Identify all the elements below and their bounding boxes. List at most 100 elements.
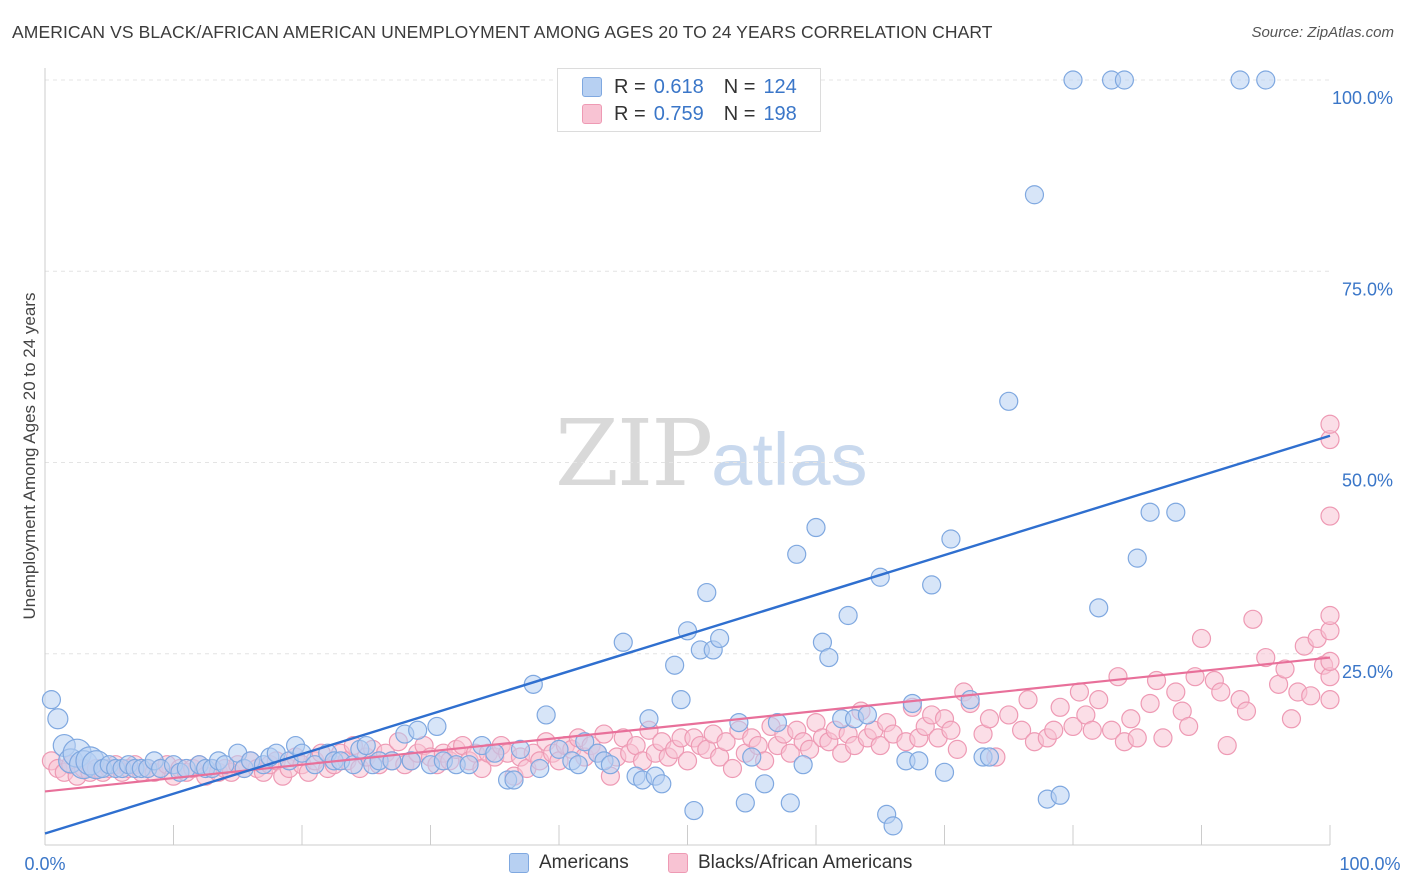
point-americans	[838, 605, 858, 626]
point-blacks	[870, 735, 890, 756]
point-americans	[41, 690, 62, 710]
point-blacks	[1320, 605, 1340, 626]
point-blacks	[1101, 720, 1122, 740]
point-americans	[787, 544, 807, 564]
y-tick-label: 100.0%	[1332, 88, 1393, 108]
point-blacks	[1320, 506, 1340, 526]
legend-row-blacks: R = 0.759 N = 198	[582, 102, 797, 126]
bottom-legend-swatch-blacks	[668, 853, 688, 873]
legend-row-americans: R = 0.618 N = 124	[582, 75, 797, 99]
point-blacks	[979, 709, 1000, 729]
chart-title: AMERICAN VS BLACK/AFRICAN AMERICAN UNEMP…	[12, 22, 993, 42]
point-americans	[408, 720, 428, 740]
point-americans	[568, 755, 588, 775]
point-americans	[1256, 70, 1276, 90]
point-blacks	[1301, 686, 1321, 706]
point-americans	[710, 628, 730, 649]
point-americans	[922, 575, 942, 595]
point-americans	[735, 793, 755, 813]
legend-n-label: N =	[723, 102, 756, 125]
point-americans	[1050, 785, 1070, 805]
legend-r-value-blacks: 0.759	[653, 102, 704, 125]
point-blacks	[1256, 647, 1276, 668]
point-americans	[549, 739, 569, 759]
point-blacks	[1089, 690, 1109, 710]
point-americans	[459, 755, 479, 775]
point-blacks	[1320, 651, 1340, 672]
watermark-atlas: atlas	[711, 418, 868, 501]
point-blacks	[1018, 690, 1038, 710]
point-blacks	[1108, 667, 1128, 687]
point-americans	[1230, 70, 1250, 90]
bottom-legend-label-blacks: Blacks/African Americans	[698, 852, 913, 873]
point-americans	[883, 816, 903, 836]
watermark-zip: ZIP	[555, 400, 713, 507]
point-americans	[806, 517, 826, 538]
point-americans	[613, 632, 633, 652]
y-tick-label: 75.0%	[1342, 279, 1393, 299]
point-americans	[1089, 598, 1109, 618]
point-blacks	[1121, 709, 1141, 729]
point-blacks	[1211, 682, 1231, 702]
legend-n-value-americans: 124	[763, 75, 797, 98]
point-blacks	[1011, 720, 1032, 740]
point-blacks	[1191, 628, 1212, 649]
point-blacks	[1179, 716, 1199, 737]
point-americans	[485, 743, 505, 763]
point-blacks	[1082, 720, 1102, 740]
point-blacks	[1275, 659, 1295, 679]
point-americans	[671, 690, 691, 710]
y-tick-label: 25.0%	[1342, 662, 1393, 682]
point-americans	[504, 770, 524, 790]
trendline-americans	[44, 434, 1331, 835]
point-americans	[999, 391, 1019, 411]
legend: R = 0.618 N = 124 R = 0.759 N = 198	[557, 68, 821, 132]
point-blacks	[1320, 414, 1340, 434]
point-americans	[665, 655, 685, 675]
point-americans	[47, 708, 69, 730]
bottom-legend-label-americans: Americans	[539, 852, 629, 873]
point-blacks	[1153, 728, 1173, 748]
point-americans	[941, 529, 961, 549]
trendline-blacks	[44, 656, 1331, 793]
point-americans	[754, 774, 775, 794]
point-americans	[427, 716, 447, 737]
point-americans	[530, 758, 550, 779]
point-americans	[729, 712, 749, 733]
point-americans	[857, 705, 878, 725]
point-americans	[684, 800, 704, 821]
point-blacks	[1320, 690, 1340, 710]
point-americans	[742, 747, 762, 767]
point-americans	[1127, 548, 1147, 568]
point-blacks	[1050, 697, 1070, 717]
point-americans	[1024, 185, 1045, 205]
watermark: ZIPatlas	[555, 400, 867, 507]
point-americans	[510, 739, 531, 759]
point-americans	[780, 793, 800, 813]
bottom-legend-americans: Americans	[509, 852, 629, 874]
point-americans	[819, 647, 839, 668]
legend-swatch-americans	[582, 77, 602, 97]
legend-r-value-americans: 0.618	[653, 75, 704, 98]
point-blacks	[999, 705, 1019, 725]
point-americans	[979, 747, 1000, 767]
point-blacks	[1069, 682, 1090, 702]
bottom-legend-blacks: Blacks/African Americans	[668, 852, 912, 874]
point-americans	[356, 735, 376, 756]
point-blacks	[947, 739, 967, 759]
point-americans	[600, 755, 621, 775]
point-americans	[401, 751, 421, 771]
point-americans	[934, 762, 955, 782]
point-americans	[793, 755, 813, 775]
point-blacks	[1217, 735, 1237, 756]
point-blacks	[722, 758, 743, 779]
point-blacks	[1166, 682, 1186, 702]
point-americans	[652, 774, 672, 794]
point-americans	[697, 582, 717, 603]
x-tick-label: 0.0%	[24, 854, 65, 874]
legend-n-value-blacks: 198	[763, 102, 797, 125]
bottom-legend-swatch-americans	[509, 853, 529, 873]
point-blacks	[1281, 709, 1302, 729]
y-tick-label: 50.0%	[1342, 471, 1393, 491]
